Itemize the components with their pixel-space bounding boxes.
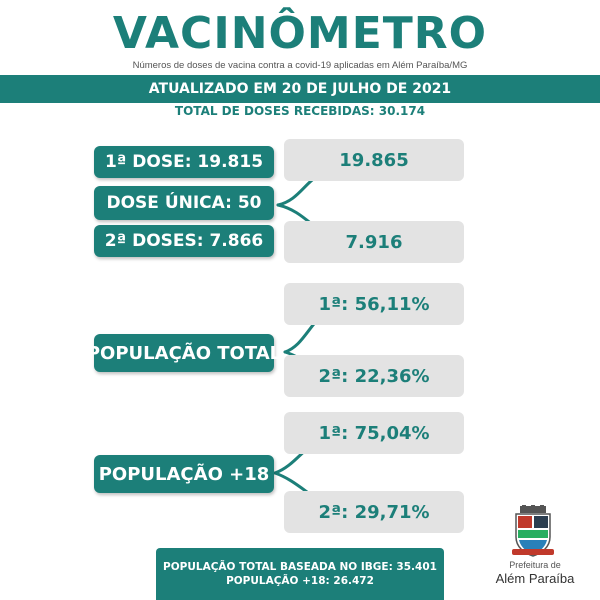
population-18-first-box: 1ª: 75,04% [284,412,464,454]
footer-line-2: POPULAÇÃO +18: 26.472 [226,575,374,587]
logo-caption-small: Prefeitura de [509,560,561,570]
population-total-label: POPULAÇÃO TOTAL [86,342,282,364]
population-18-pill: POPULAÇÃO +18 [94,455,274,493]
second-dose-label: 2ª DOSES: 7.866 [104,231,264,251]
footer-line-1: POPULAÇÃO TOTAL BASEADA NO IBGE: 35.401 [163,561,437,573]
population-total-second-box: 2ª: 22,36% [284,355,464,397]
population-total-second-pct: 2ª: 22,36% [318,365,430,387]
first-dose-total: 19.865 [339,149,409,171]
city-crest-icon [512,505,554,557]
population-18-second-box: 2ª: 29,71% [284,491,464,533]
total-doses-received: TOTAL DE DOSES RECEBIDAS: 30.174 [174,104,426,118]
population-total-pill: POPULAÇÃO TOTAL [87,334,281,372]
second-dose-total-box: 7.916 [284,221,464,263]
updated-banner: ATUALIZADO EM 20 DE JULHO DE 2021 [0,75,600,103]
first-dose-label: 1ª DOSE: 19.815 [104,152,264,172]
population-18-second-pct: 2ª: 29,71% [318,501,430,523]
population-total-first-box: 1ª: 56,11% [284,283,464,325]
logo-caption-city: Além Paraíba [495,571,575,586]
first-dose-total-box: 19.865 [284,139,464,181]
page-subtitle: Números de doses de vacina contra a covi… [132,60,468,71]
population-total-first-pct: 1ª: 56,11% [318,293,430,315]
footer-note: POPULAÇÃO TOTAL BASEADA NO IBGE: 35.401 … [156,548,444,600]
single-dose-label: DOSE ÚNICA: 50 [106,193,262,213]
second-dose-pill: 2ª DOSES: 7.866 [94,225,274,257]
first-dose-pill: 1ª DOSE: 19.815 [94,146,274,178]
page-title: VACINÔMETRO [112,8,488,59]
single-dose-pill: DOSE ÚNICA: 50 [94,186,274,220]
population-18-label: POPULAÇÃO +18 [98,463,270,485]
updated-text: ATUALIZADO EM 20 DE JULHO DE 2021 [148,81,452,97]
population-18-first-pct: 1ª: 75,04% [318,422,430,444]
second-dose-total: 7.916 [345,231,403,253]
